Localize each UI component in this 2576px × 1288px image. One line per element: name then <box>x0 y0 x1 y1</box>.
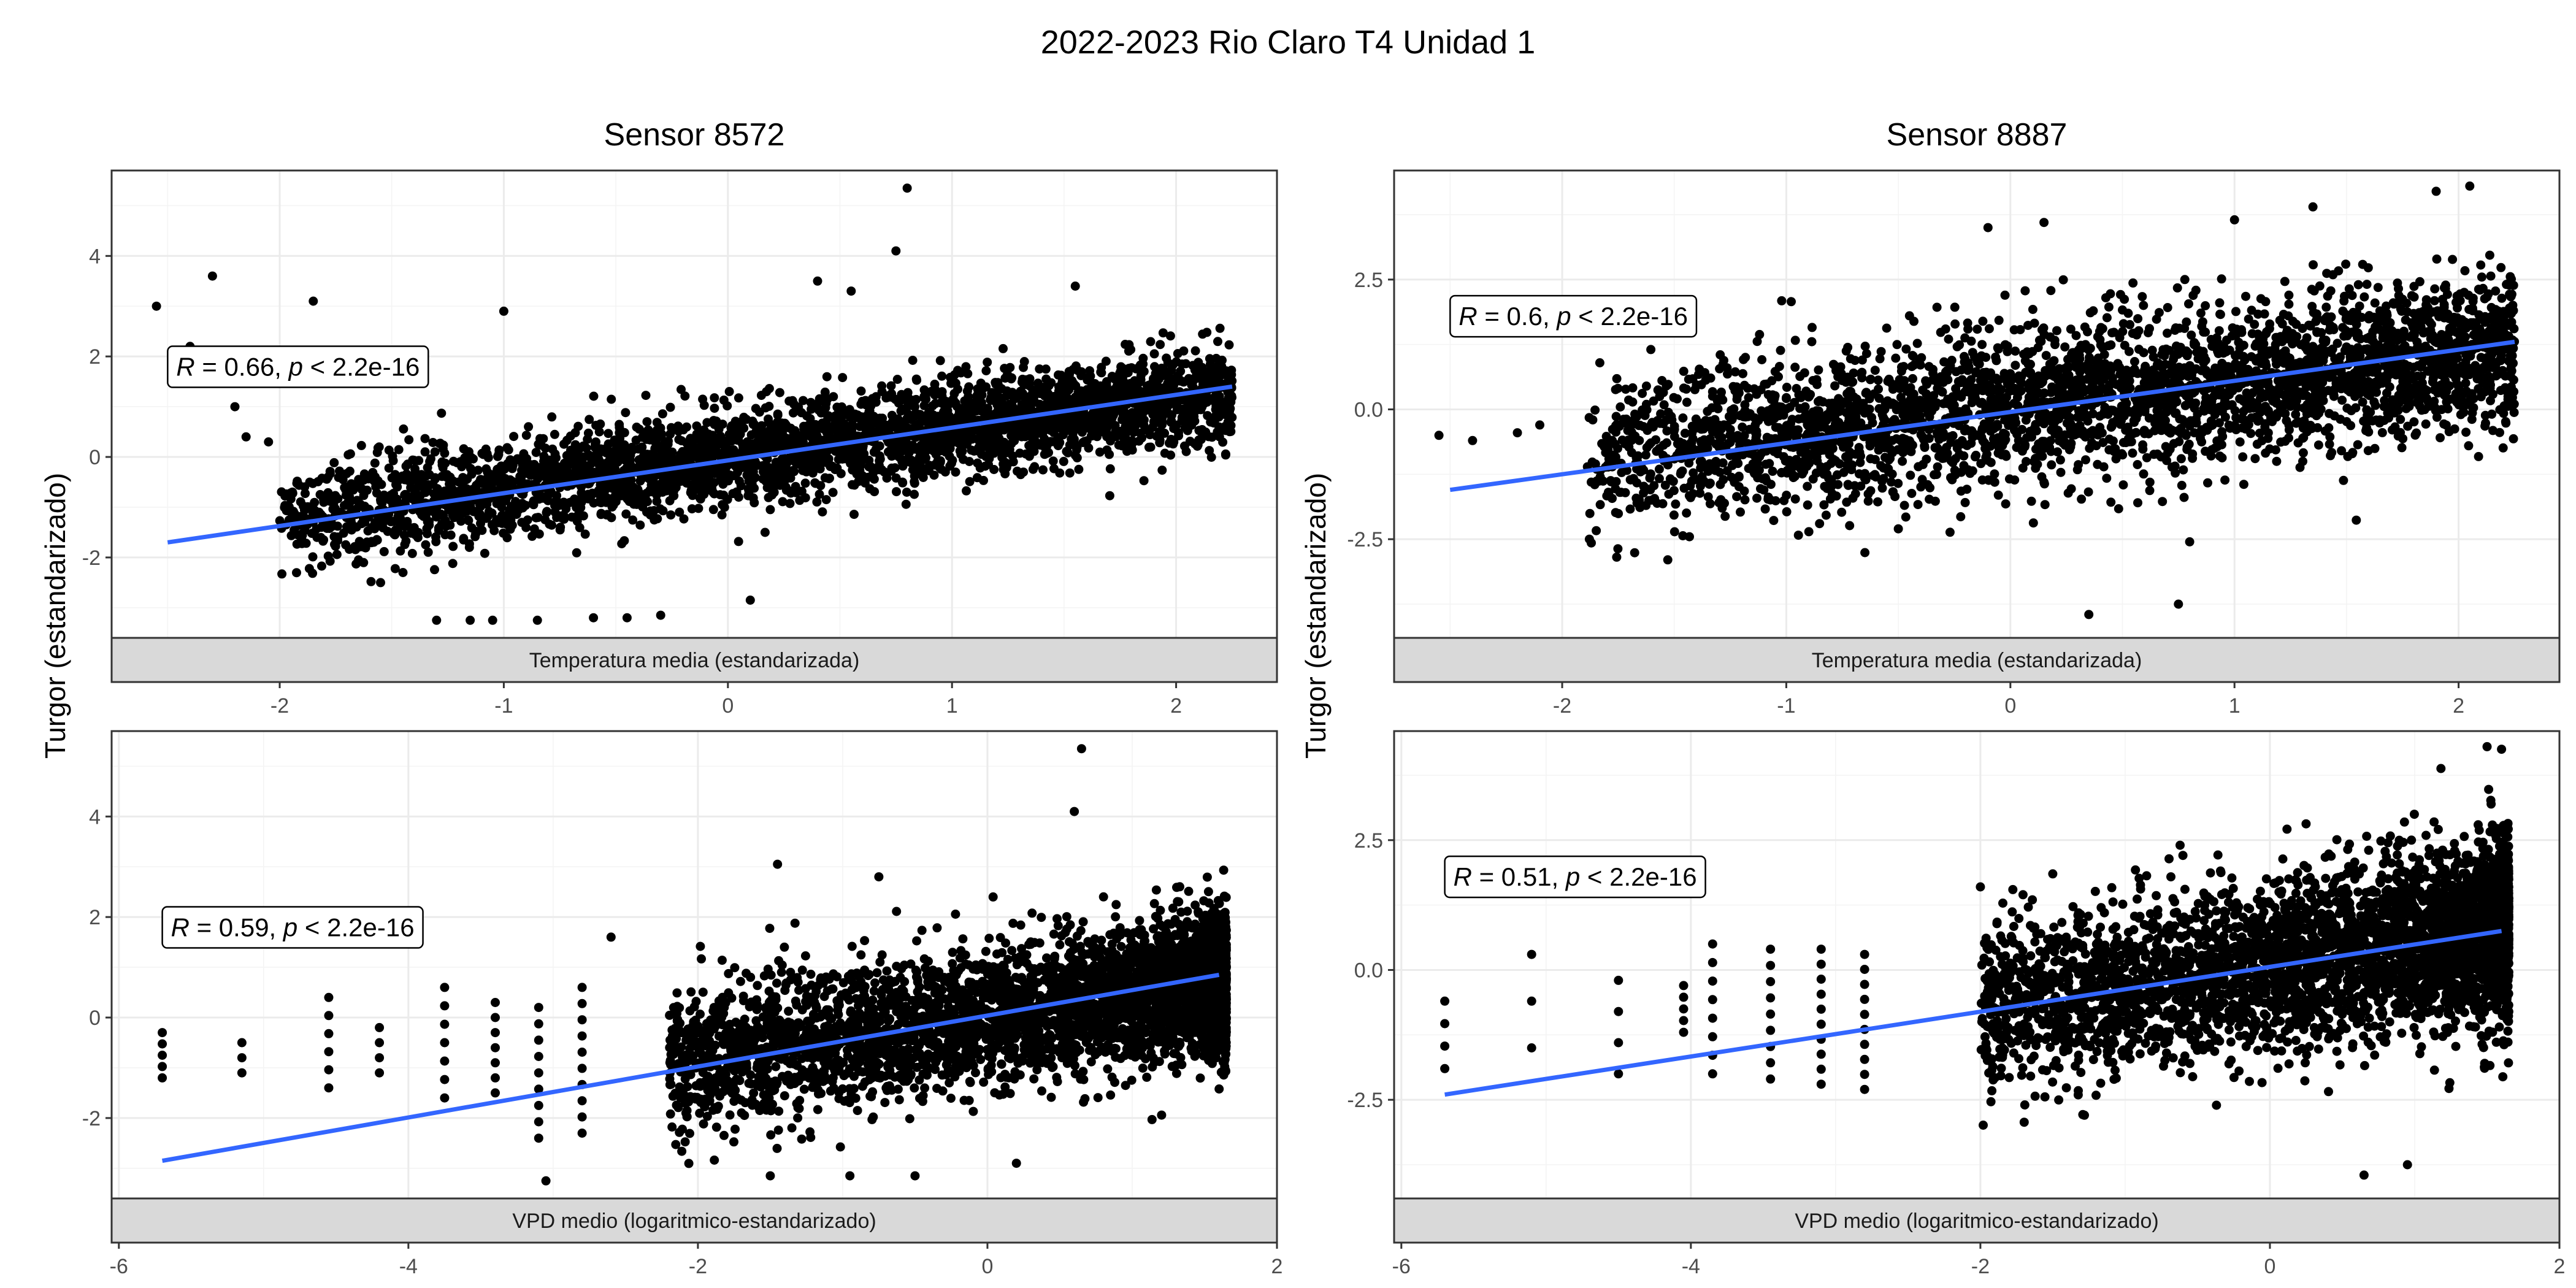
data-point <box>604 429 613 439</box>
data-point <box>1224 340 1234 350</box>
data-point <box>963 369 973 378</box>
data-point <box>480 548 489 558</box>
data-point <box>437 408 447 418</box>
data-point <box>423 547 433 557</box>
data-point <box>1105 491 1114 500</box>
data-point <box>657 409 667 419</box>
data-point <box>521 431 531 440</box>
data-point <box>1074 464 1084 474</box>
data-point <box>734 537 743 546</box>
data-point <box>356 440 366 450</box>
panel-title-sensor-8887: Sensor 8887 <box>1886 117 2068 153</box>
figure-title: 2022-2023 Rio Claro T4 Unidad 1 <box>1040 24 1536 61</box>
panel-title-sensor-8572: Sensor 8572 <box>604 117 785 153</box>
data-point <box>448 542 458 551</box>
data-point <box>785 499 795 508</box>
